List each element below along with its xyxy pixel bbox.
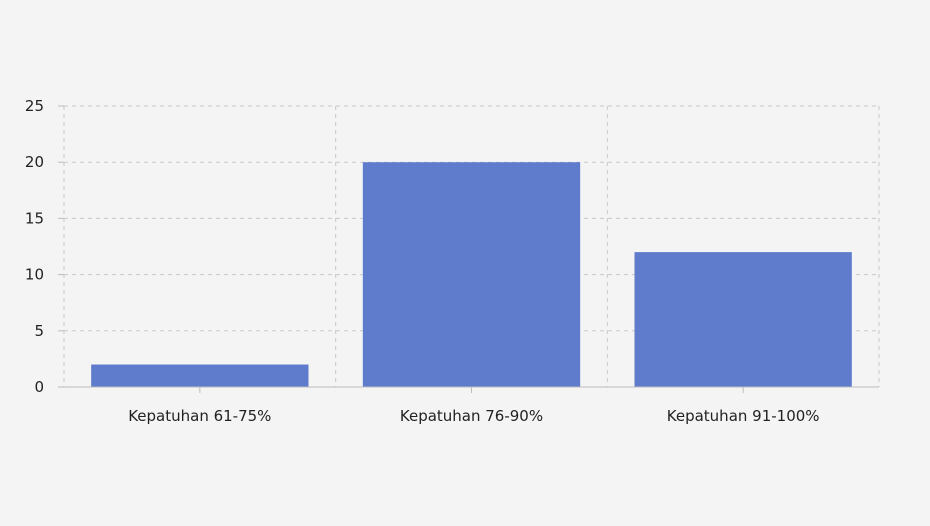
y-tick-label: 5 — [34, 322, 44, 340]
axes — [58, 105, 879, 393]
x-tick-label: Kepatuhan 61-75% — [128, 407, 271, 425]
bars — [91, 162, 852, 387]
bar[interactable] — [634, 252, 852, 387]
y-tick-label: 25 — [25, 97, 44, 115]
y-tick-label: 20 — [25, 153, 44, 171]
bar[interactable] — [91, 364, 309, 387]
bar[interactable] — [362, 162, 581, 387]
y-tick-label: 10 — [25, 266, 44, 284]
x-tick-label: Kepatuhan 76-90% — [400, 407, 543, 425]
y-tick-label: 15 — [25, 209, 44, 227]
y-tick-label: 0 — [34, 378, 44, 396]
tick-labels: 0 5 10 15 20 25 Kepatuhan 61-75% Kepatuhan 76-9… — [25, 97, 820, 425]
x-tick-label: Kepatuhan 91-100% — [667, 407, 820, 425]
grid-lines — [64, 105, 880, 387]
